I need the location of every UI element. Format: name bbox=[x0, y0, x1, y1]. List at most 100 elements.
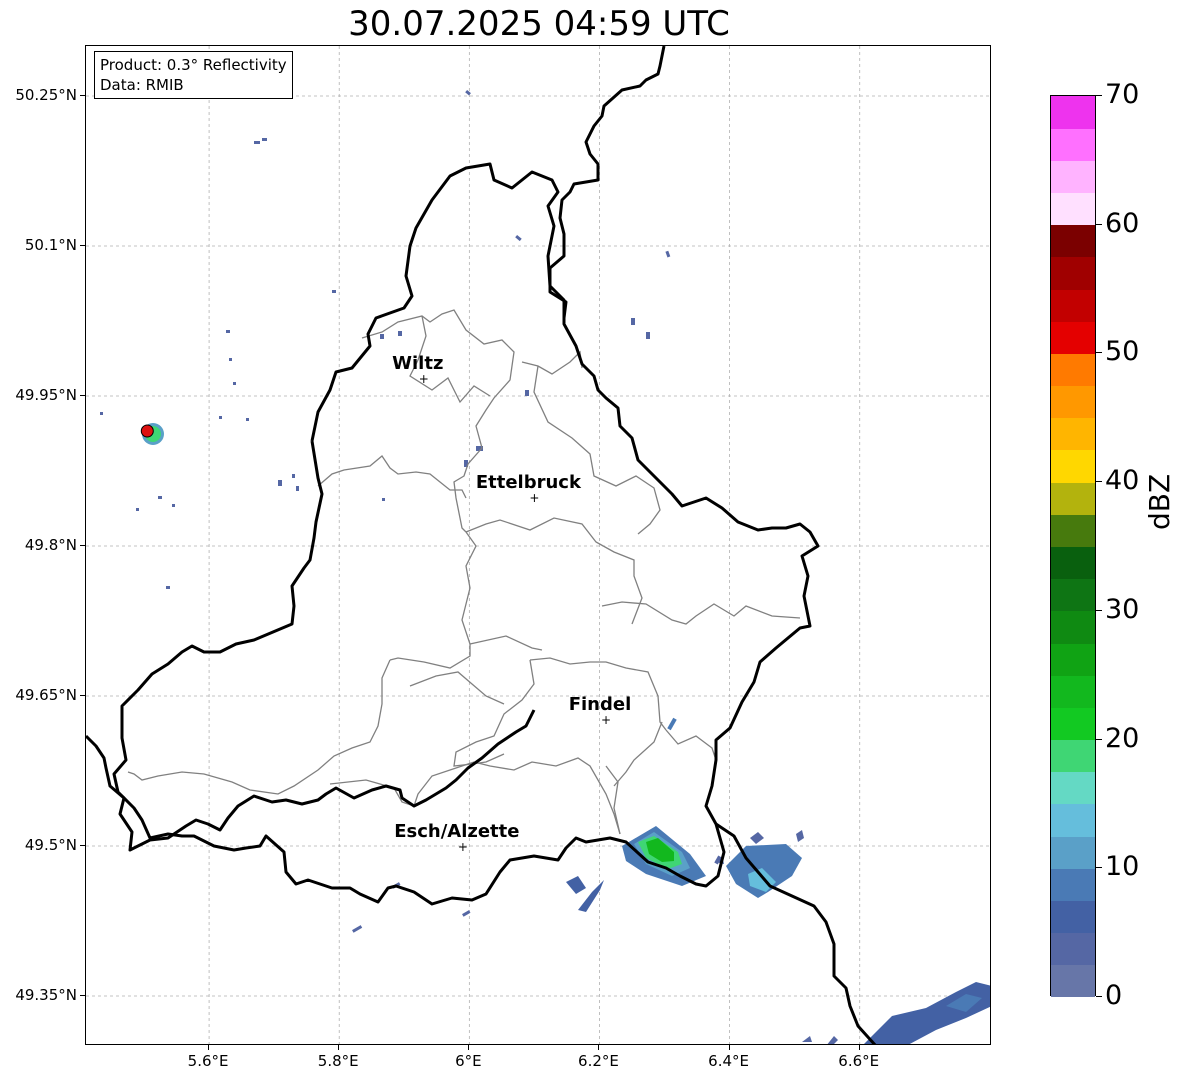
city-marker: + bbox=[419, 372, 429, 386]
echo-speck bbox=[465, 89, 471, 96]
national-borders bbox=[86, 46, 877, 1044]
radar-site-marker bbox=[140, 424, 154, 438]
colorbar-tick bbox=[1096, 867, 1102, 869]
echo-speck bbox=[665, 250, 671, 258]
echo-speck bbox=[332, 290, 336, 293]
colorbar-segment bbox=[1051, 739, 1095, 773]
colorbar-segment bbox=[1051, 192, 1095, 226]
latitude-tick-label: 49.35°N bbox=[15, 986, 77, 1004]
border-belgium-west bbox=[86, 709, 536, 852]
colorbar-segment bbox=[1051, 900, 1095, 934]
colorbar-tick-label: 10 bbox=[1105, 851, 1140, 883]
echo-speck bbox=[515, 234, 522, 242]
colorbar bbox=[1050, 95, 1096, 998]
echo-speck bbox=[262, 138, 267, 141]
echo-speck bbox=[292, 474, 295, 478]
echo-band-southeast-2 bbox=[946, 994, 982, 1012]
echo-speck bbox=[714, 855, 722, 865]
product-info-box: Product: 0.3° Reflectivity Data: RMIB bbox=[94, 51, 293, 99]
colorbar-segment bbox=[1051, 321, 1095, 354]
echo-speck bbox=[352, 925, 363, 933]
colorbar-segment bbox=[1051, 160, 1095, 194]
colorbar-tick bbox=[1096, 95, 1102, 96]
echo-speck bbox=[525, 390, 529, 396]
longitude-tick-label: 6.6°E bbox=[838, 1052, 880, 1070]
longitude-tick-label: 6°E bbox=[455, 1052, 482, 1070]
colorbar-segment bbox=[1051, 610, 1095, 644]
latitude-tick-label: 49.65°N bbox=[15, 686, 77, 704]
border-luxembourg-outer bbox=[112, 162, 820, 906]
echo-speck bbox=[667, 717, 677, 731]
colorbar-segment bbox=[1051, 546, 1095, 580]
echo-speck bbox=[646, 332, 650, 339]
colorbar-tick bbox=[1096, 223, 1102, 225]
colorbar-tick-label: 70 bbox=[1105, 79, 1140, 110]
longitude-tick bbox=[208, 1045, 210, 1050]
latitude-tick bbox=[80, 545, 85, 546]
echo-speck bbox=[166, 586, 170, 589]
colorbar-segment bbox=[1051, 449, 1095, 483]
latitude-tick-label: 50.1°N bbox=[24, 236, 77, 254]
colorbar-segment bbox=[1051, 289, 1095, 322]
longitude-tick-label: 5.6°E bbox=[187, 1052, 229, 1070]
echo-streak-se-2 bbox=[802, 1036, 812, 1042]
longitude-tick bbox=[858, 1045, 860, 1050]
city-label: Ettelbruck bbox=[476, 472, 582, 493]
border-france-south bbox=[715, 822, 877, 1044]
canton-boundaries bbox=[127, 309, 801, 835]
product-label: Product: 0.3° Reflectivity bbox=[100, 56, 287, 74]
colorbar-segment bbox=[1051, 643, 1095, 676]
echo-speck bbox=[246, 418, 249, 421]
echo-fragment-s1 bbox=[566, 876, 586, 894]
echo-fragment-s2 bbox=[578, 880, 604, 912]
echo-band-southeast bbox=[864, 982, 990, 1044]
colorbar-segment bbox=[1051, 482, 1095, 515]
echo-speck bbox=[219, 416, 222, 419]
echo-speck bbox=[172, 504, 175, 507]
latitude-tick bbox=[80, 245, 85, 246]
city-wiltz[interactable]: +Wiltz bbox=[392, 353, 443, 386]
longitude-tick bbox=[468, 1045, 470, 1050]
latitude-tick bbox=[80, 845, 85, 846]
colorbar-tick-label: 60 bbox=[1105, 207, 1140, 239]
echo-speck bbox=[100, 412, 103, 415]
latitude-tick bbox=[80, 395, 85, 396]
city-ettelbruck[interactable]: +Ettelbruck bbox=[476, 472, 582, 505]
colorbar-segment bbox=[1051, 224, 1095, 258]
latitude-tick bbox=[80, 995, 85, 996]
radar-map[interactable]: + Wiltz + Ettelbruck + Findel + Esch/Alzette bbox=[85, 45, 991, 1045]
colorbar-tick-label: 50 bbox=[1105, 336, 1140, 368]
echo-streak-east-2 bbox=[796, 830, 804, 842]
echo-speck bbox=[380, 334, 384, 339]
city-marker: + bbox=[601, 713, 611, 727]
colorbar-tick-label: 0 bbox=[1105, 980, 1123, 1011]
colorbar-segment bbox=[1051, 771, 1095, 805]
map-title: 30.07.2025 04:59 UTC bbox=[348, 4, 730, 44]
data-source-label: Data: RMIB bbox=[100, 76, 184, 94]
latitude-tick-label: 49.5°N bbox=[24, 836, 77, 854]
colorbar-segment bbox=[1051, 803, 1095, 837]
city-findel[interactable]: +Findel bbox=[569, 694, 632, 727]
longitude-tick bbox=[728, 1045, 730, 1050]
echo-speck bbox=[158, 496, 162, 499]
longitude-tick-label: 6.4°E bbox=[708, 1052, 750, 1070]
echo-cell-main-center bbox=[646, 838, 674, 862]
colorbar-tick bbox=[1096, 996, 1102, 997]
city-esch-alzette[interactable]: +Esch/Alzette bbox=[394, 821, 519, 854]
echo-speck bbox=[631, 318, 635, 325]
map-canvas: +Wiltz+Ettelbruck+Findel+Esch/Alzette bbox=[86, 46, 990, 1044]
colorbar-tick bbox=[1096, 609, 1102, 611]
echo-speck bbox=[296, 486, 299, 491]
latitude-tick-label: 50.25°N bbox=[15, 86, 77, 104]
echo-speck bbox=[233, 382, 236, 385]
colorbar-tick-label: 30 bbox=[1105, 593, 1140, 625]
echo-streak-se bbox=[827, 1036, 838, 1044]
colorbar-segment bbox=[1051, 417, 1095, 451]
latitude-tick bbox=[80, 95, 85, 96]
echo-speck bbox=[398, 331, 402, 336]
echo-streak-east bbox=[750, 832, 764, 844]
colorbar-segment bbox=[1051, 256, 1095, 290]
echo-speck bbox=[226, 330, 230, 333]
city-markers: +Wiltz+Ettelbruck+Findel+Esch/Alzette bbox=[392, 353, 631, 854]
longitude-tick bbox=[338, 1045, 340, 1050]
